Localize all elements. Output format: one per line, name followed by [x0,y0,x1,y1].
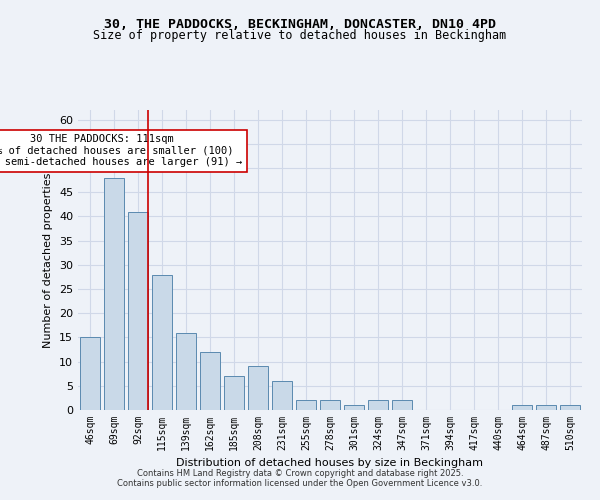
Bar [272,381,292,410]
Text: 30 THE PADDOCKS: 111sqm
← 52% of detached houses are smaller (100)
48% of semi-d: 30 THE PADDOCKS: 111sqm ← 52% of detache… [0,134,242,168]
Bar [104,178,124,410]
X-axis label: Distribution of detached houses by size in Beckingham: Distribution of detached houses by size … [176,458,484,468]
Bar [368,400,388,410]
Bar [320,400,340,410]
Bar [128,212,148,410]
Bar [224,376,244,410]
Bar [512,405,532,410]
Text: Contains public sector information licensed under the Open Government Licence v3: Contains public sector information licen… [118,478,482,488]
Bar [248,366,268,410]
Text: Contains HM Land Registry data © Crown copyright and database right 2025.: Contains HM Land Registry data © Crown c… [137,468,463,477]
Bar [560,405,580,410]
Bar [176,332,196,410]
Bar [536,405,556,410]
Text: Size of property relative to detached houses in Beckingham: Size of property relative to detached ho… [94,29,506,42]
Bar [392,400,412,410]
Bar [200,352,220,410]
Text: 30, THE PADDOCKS, BECKINGHAM, DONCASTER, DN10 4PD: 30, THE PADDOCKS, BECKINGHAM, DONCASTER,… [104,18,496,30]
Bar [80,338,100,410]
Bar [152,274,172,410]
Bar [344,405,364,410]
Bar [296,400,316,410]
Y-axis label: Number of detached properties: Number of detached properties [43,172,53,348]
